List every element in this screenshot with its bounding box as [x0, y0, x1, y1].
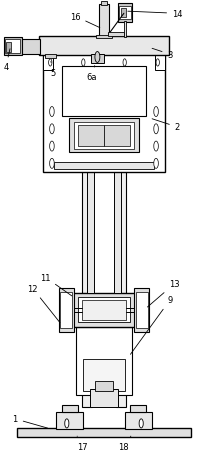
Bar [78, 298, 130, 323]
Bar [43, 53, 165, 173]
Bar [88, 171, 94, 293]
Text: 13: 13 [147, 280, 180, 307]
Bar [45, 55, 57, 59]
Text: 1: 1 [12, 415, 48, 428]
Circle shape [154, 107, 158, 117]
Bar [5, 40, 20, 54]
Circle shape [50, 125, 54, 135]
Bar [120, 9, 126, 18]
Bar [57, 412, 83, 429]
Bar [116, 171, 126, 407]
Bar [124, 21, 126, 38]
Bar [82, 171, 92, 407]
Circle shape [50, 142, 54, 152]
Bar [17, 428, 191, 437]
Bar [114, 171, 120, 293]
Circle shape [154, 125, 158, 135]
Text: 2: 2 [152, 120, 180, 132]
Bar [21, 40, 40, 55]
Text: 16: 16 [70, 13, 100, 29]
Text: 17: 17 [77, 436, 88, 450]
Text: 11: 11 [40, 273, 72, 296]
Circle shape [50, 159, 54, 169]
Circle shape [50, 107, 54, 117]
Bar [99, 5, 109, 38]
Bar [78, 126, 104, 147]
Bar [125, 412, 151, 429]
Circle shape [154, 142, 158, 152]
Bar [69, 119, 139, 153]
Bar [108, 33, 124, 37]
Bar [4, 38, 22, 56]
Circle shape [123, 60, 126, 67]
Circle shape [95, 52, 100, 63]
Bar [43, 53, 53, 71]
Bar [89, 389, 119, 407]
Bar [62, 405, 78, 413]
Bar [134, 289, 150, 332]
Circle shape [65, 419, 69, 428]
Bar [90, 55, 104, 64]
Bar [60, 293, 72, 328]
Text: 9: 9 [130, 296, 173, 354]
Circle shape [49, 60, 52, 67]
Bar [58, 289, 74, 332]
Circle shape [139, 419, 143, 428]
Bar [130, 405, 146, 413]
Text: 6a: 6a [86, 66, 97, 82]
Circle shape [156, 60, 159, 67]
Bar [136, 293, 148, 328]
Bar [95, 381, 113, 391]
Bar [82, 301, 126, 320]
Text: 3: 3 [152, 49, 173, 60]
Bar [54, 162, 154, 169]
Bar [6, 42, 11, 52]
Bar [118, 4, 132, 22]
Bar [101, 2, 107, 6]
Circle shape [154, 159, 158, 169]
Bar [39, 37, 169, 56]
Bar [76, 327, 132, 395]
Bar [62, 66, 146, 116]
Text: 12: 12 [27, 284, 60, 323]
Bar [104, 126, 130, 147]
Text: 4: 4 [3, 50, 10, 72]
Bar [71, 293, 137, 327]
Bar [119, 6, 131, 20]
Bar [74, 122, 134, 150]
Text: 5: 5 [51, 62, 56, 78]
Text: 14: 14 [128, 10, 183, 19]
Circle shape [82, 60, 85, 67]
Bar [83, 359, 125, 391]
Bar [96, 35, 112, 39]
Bar [155, 53, 165, 71]
Text: 18: 18 [118, 436, 131, 450]
